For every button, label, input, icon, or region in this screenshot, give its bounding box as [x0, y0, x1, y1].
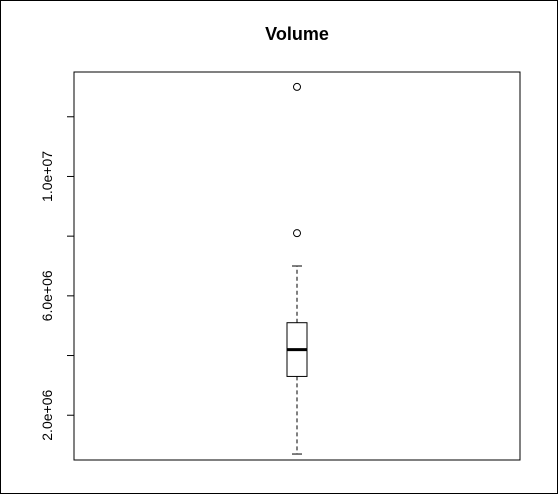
box-group	[286, 265, 308, 455]
y-tick-label: 6.0e+06	[39, 270, 55, 321]
outlier-points	[293, 82, 301, 238]
y-tick-label: 1.0e+07	[39, 151, 55, 202]
y-tick-label: 2.0e+06	[39, 390, 55, 441]
chart-title: Volume	[265, 24, 329, 44]
outlier-point	[293, 82, 301, 91]
outlier-point	[293, 229, 301, 238]
y-axis-ticks: 2.0e+06 6.0e+06 1.0e+07	[39, 116, 74, 441]
